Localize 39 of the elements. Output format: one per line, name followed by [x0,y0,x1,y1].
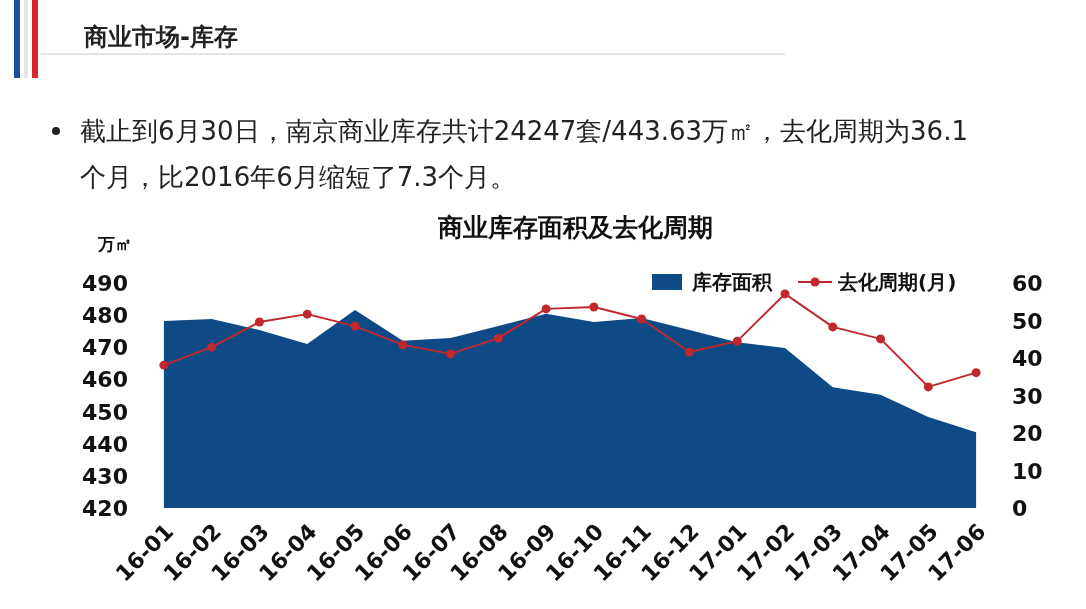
y-axis-title: 万㎡ [97,234,132,254]
y-tick-label: 470 [82,335,128,361]
y-tick-label: 430 [82,463,128,489]
y-tick-label: 480 [82,303,128,329]
legend-label: 去化周期(月) [837,270,957,294]
point [541,304,551,314]
y2-tick-label: 60 [1012,271,1043,296]
y2-tick-label: 30 [1012,383,1043,409]
y-tick-label: 450 [82,399,128,425]
chart-title: 商业库存面积及去化周期 [436,213,713,242]
point [637,314,647,324]
y2-tick-label: 0 [1012,496,1028,521]
y2-tick-label: 10 [1012,458,1043,484]
point [971,368,981,378]
point [780,289,790,299]
point [732,336,742,346]
point [398,340,408,350]
text: 截止到6月30日，南京商业库存共计24247套/443.63万㎡，去化周期为36.1个月，比2016年6月缩短了7.3个月。 [80,115,969,194]
point [828,322,838,332]
point [923,382,933,392]
point [684,347,694,357]
point [876,334,886,344]
point [493,333,503,343]
point [254,317,264,327]
legend-label: 库存面积 [691,270,773,294]
point [446,349,456,359]
point [589,302,599,312]
point [207,342,217,352]
y2-tick-label: 40 [1012,346,1043,371]
point [159,360,169,370]
y2-tick-label: 50 [1012,308,1043,334]
y-tick-label: 460 [82,367,128,393]
y2-tick-label: 20 [1012,421,1043,446]
point [350,321,360,331]
point [302,309,312,319]
y-tick-label: 420 [82,496,128,521]
text: 商业市场-库存 [83,23,238,51]
y-tick-label: 440 [82,431,128,457]
y-tick-label: 490 [82,271,128,296]
